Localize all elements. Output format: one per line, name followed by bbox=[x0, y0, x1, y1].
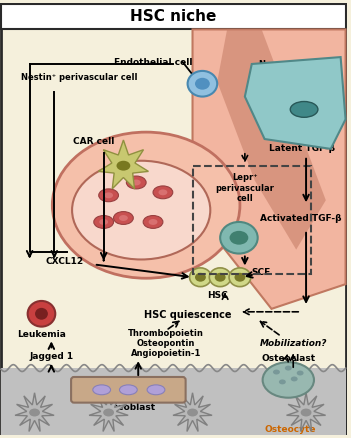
Text: CXCL12: CXCL12 bbox=[45, 257, 83, 266]
Polygon shape bbox=[98, 140, 148, 189]
Ellipse shape bbox=[229, 268, 251, 286]
Text: Latent TGF-β: Latent TGF-β bbox=[269, 145, 335, 153]
Text: Jagged 1: Jagged 1 bbox=[29, 352, 73, 361]
Text: Lepr⁺
perivascular
cell: Lepr⁺ perivascular cell bbox=[216, 173, 274, 203]
Ellipse shape bbox=[195, 78, 210, 90]
Text: HSC niche: HSC niche bbox=[130, 9, 216, 24]
Ellipse shape bbox=[72, 161, 210, 259]
Text: Osteoblast: Osteoblast bbox=[101, 403, 156, 412]
Ellipse shape bbox=[28, 301, 55, 327]
Bar bbox=[1, 368, 346, 435]
Ellipse shape bbox=[301, 409, 311, 417]
Ellipse shape bbox=[99, 219, 108, 225]
Text: Nonmyelinating
Schwann cell: Nonmyelinating Schwann cell bbox=[258, 60, 334, 80]
Ellipse shape bbox=[148, 219, 158, 225]
Ellipse shape bbox=[190, 268, 211, 286]
Ellipse shape bbox=[35, 308, 48, 320]
Ellipse shape bbox=[209, 268, 231, 286]
FancyBboxPatch shape bbox=[71, 377, 186, 403]
Ellipse shape bbox=[230, 231, 248, 245]
Polygon shape bbox=[15, 393, 54, 431]
Ellipse shape bbox=[273, 370, 280, 374]
Ellipse shape bbox=[291, 377, 298, 381]
Ellipse shape bbox=[158, 189, 167, 195]
Ellipse shape bbox=[93, 385, 111, 395]
Ellipse shape bbox=[94, 215, 113, 228]
Ellipse shape bbox=[187, 71, 217, 96]
Text: HSC: HSC bbox=[207, 290, 227, 300]
Text: Thrombopoietin
Osteopontin
Angiopoietin-1: Thrombopoietin Osteopontin Angiopoietin-… bbox=[128, 328, 204, 358]
Ellipse shape bbox=[285, 366, 292, 371]
Ellipse shape bbox=[29, 409, 40, 417]
Polygon shape bbox=[245, 57, 346, 149]
Ellipse shape bbox=[290, 102, 318, 117]
Polygon shape bbox=[89, 393, 128, 431]
Ellipse shape bbox=[263, 362, 314, 398]
Ellipse shape bbox=[279, 379, 286, 385]
Ellipse shape bbox=[104, 192, 113, 198]
Ellipse shape bbox=[195, 273, 206, 282]
Ellipse shape bbox=[220, 222, 258, 254]
Ellipse shape bbox=[187, 409, 198, 417]
Text: Mobilization?: Mobilization? bbox=[259, 339, 327, 348]
Bar bbox=[1, 4, 346, 29]
Ellipse shape bbox=[113, 212, 133, 224]
Ellipse shape bbox=[103, 409, 114, 417]
Text: SCF: SCF bbox=[251, 268, 270, 277]
Text: CAR cell: CAR cell bbox=[73, 137, 114, 145]
Ellipse shape bbox=[147, 385, 165, 395]
Ellipse shape bbox=[117, 161, 130, 171]
Ellipse shape bbox=[126, 176, 146, 189]
Ellipse shape bbox=[99, 189, 119, 202]
Text: Osteocyte: Osteocyte bbox=[265, 425, 316, 434]
Ellipse shape bbox=[119, 215, 128, 221]
Text: HSC quiescence: HSC quiescence bbox=[144, 310, 231, 320]
Ellipse shape bbox=[52, 132, 240, 278]
Ellipse shape bbox=[153, 186, 173, 199]
Polygon shape bbox=[193, 29, 346, 309]
Text: Activated TGF-β: Activated TGF-β bbox=[260, 213, 342, 223]
Text: Leukemia: Leukemia bbox=[17, 330, 66, 339]
Text: Nestin⁺ perivascular cell: Nestin⁺ perivascular cell bbox=[21, 73, 137, 82]
Ellipse shape bbox=[234, 273, 245, 282]
Polygon shape bbox=[173, 393, 212, 431]
Ellipse shape bbox=[215, 273, 226, 282]
Text: Endothelial cell: Endothelial cell bbox=[114, 57, 192, 67]
Text: Osteoclast: Osteoclast bbox=[261, 354, 315, 363]
Polygon shape bbox=[217, 29, 326, 250]
Polygon shape bbox=[286, 393, 326, 431]
Ellipse shape bbox=[143, 215, 163, 228]
Ellipse shape bbox=[132, 180, 141, 185]
Ellipse shape bbox=[119, 385, 137, 395]
Ellipse shape bbox=[297, 371, 304, 375]
